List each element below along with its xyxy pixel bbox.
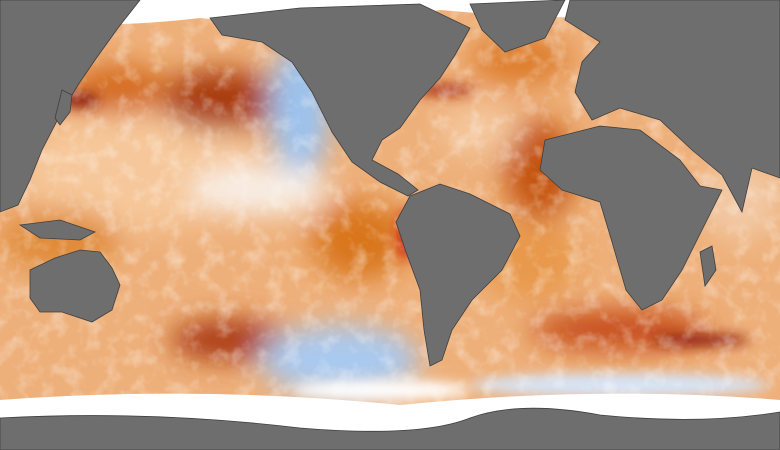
south-america [395,183,521,367]
japan [54,89,73,126]
north-america [209,3,471,197]
antarctica [0,407,780,450]
africa [539,125,723,311]
greenland [469,0,566,53]
madagascar [699,245,717,288]
australia [29,249,121,323]
indonesia [18,219,96,241]
eurasia-east [564,0,780,214]
